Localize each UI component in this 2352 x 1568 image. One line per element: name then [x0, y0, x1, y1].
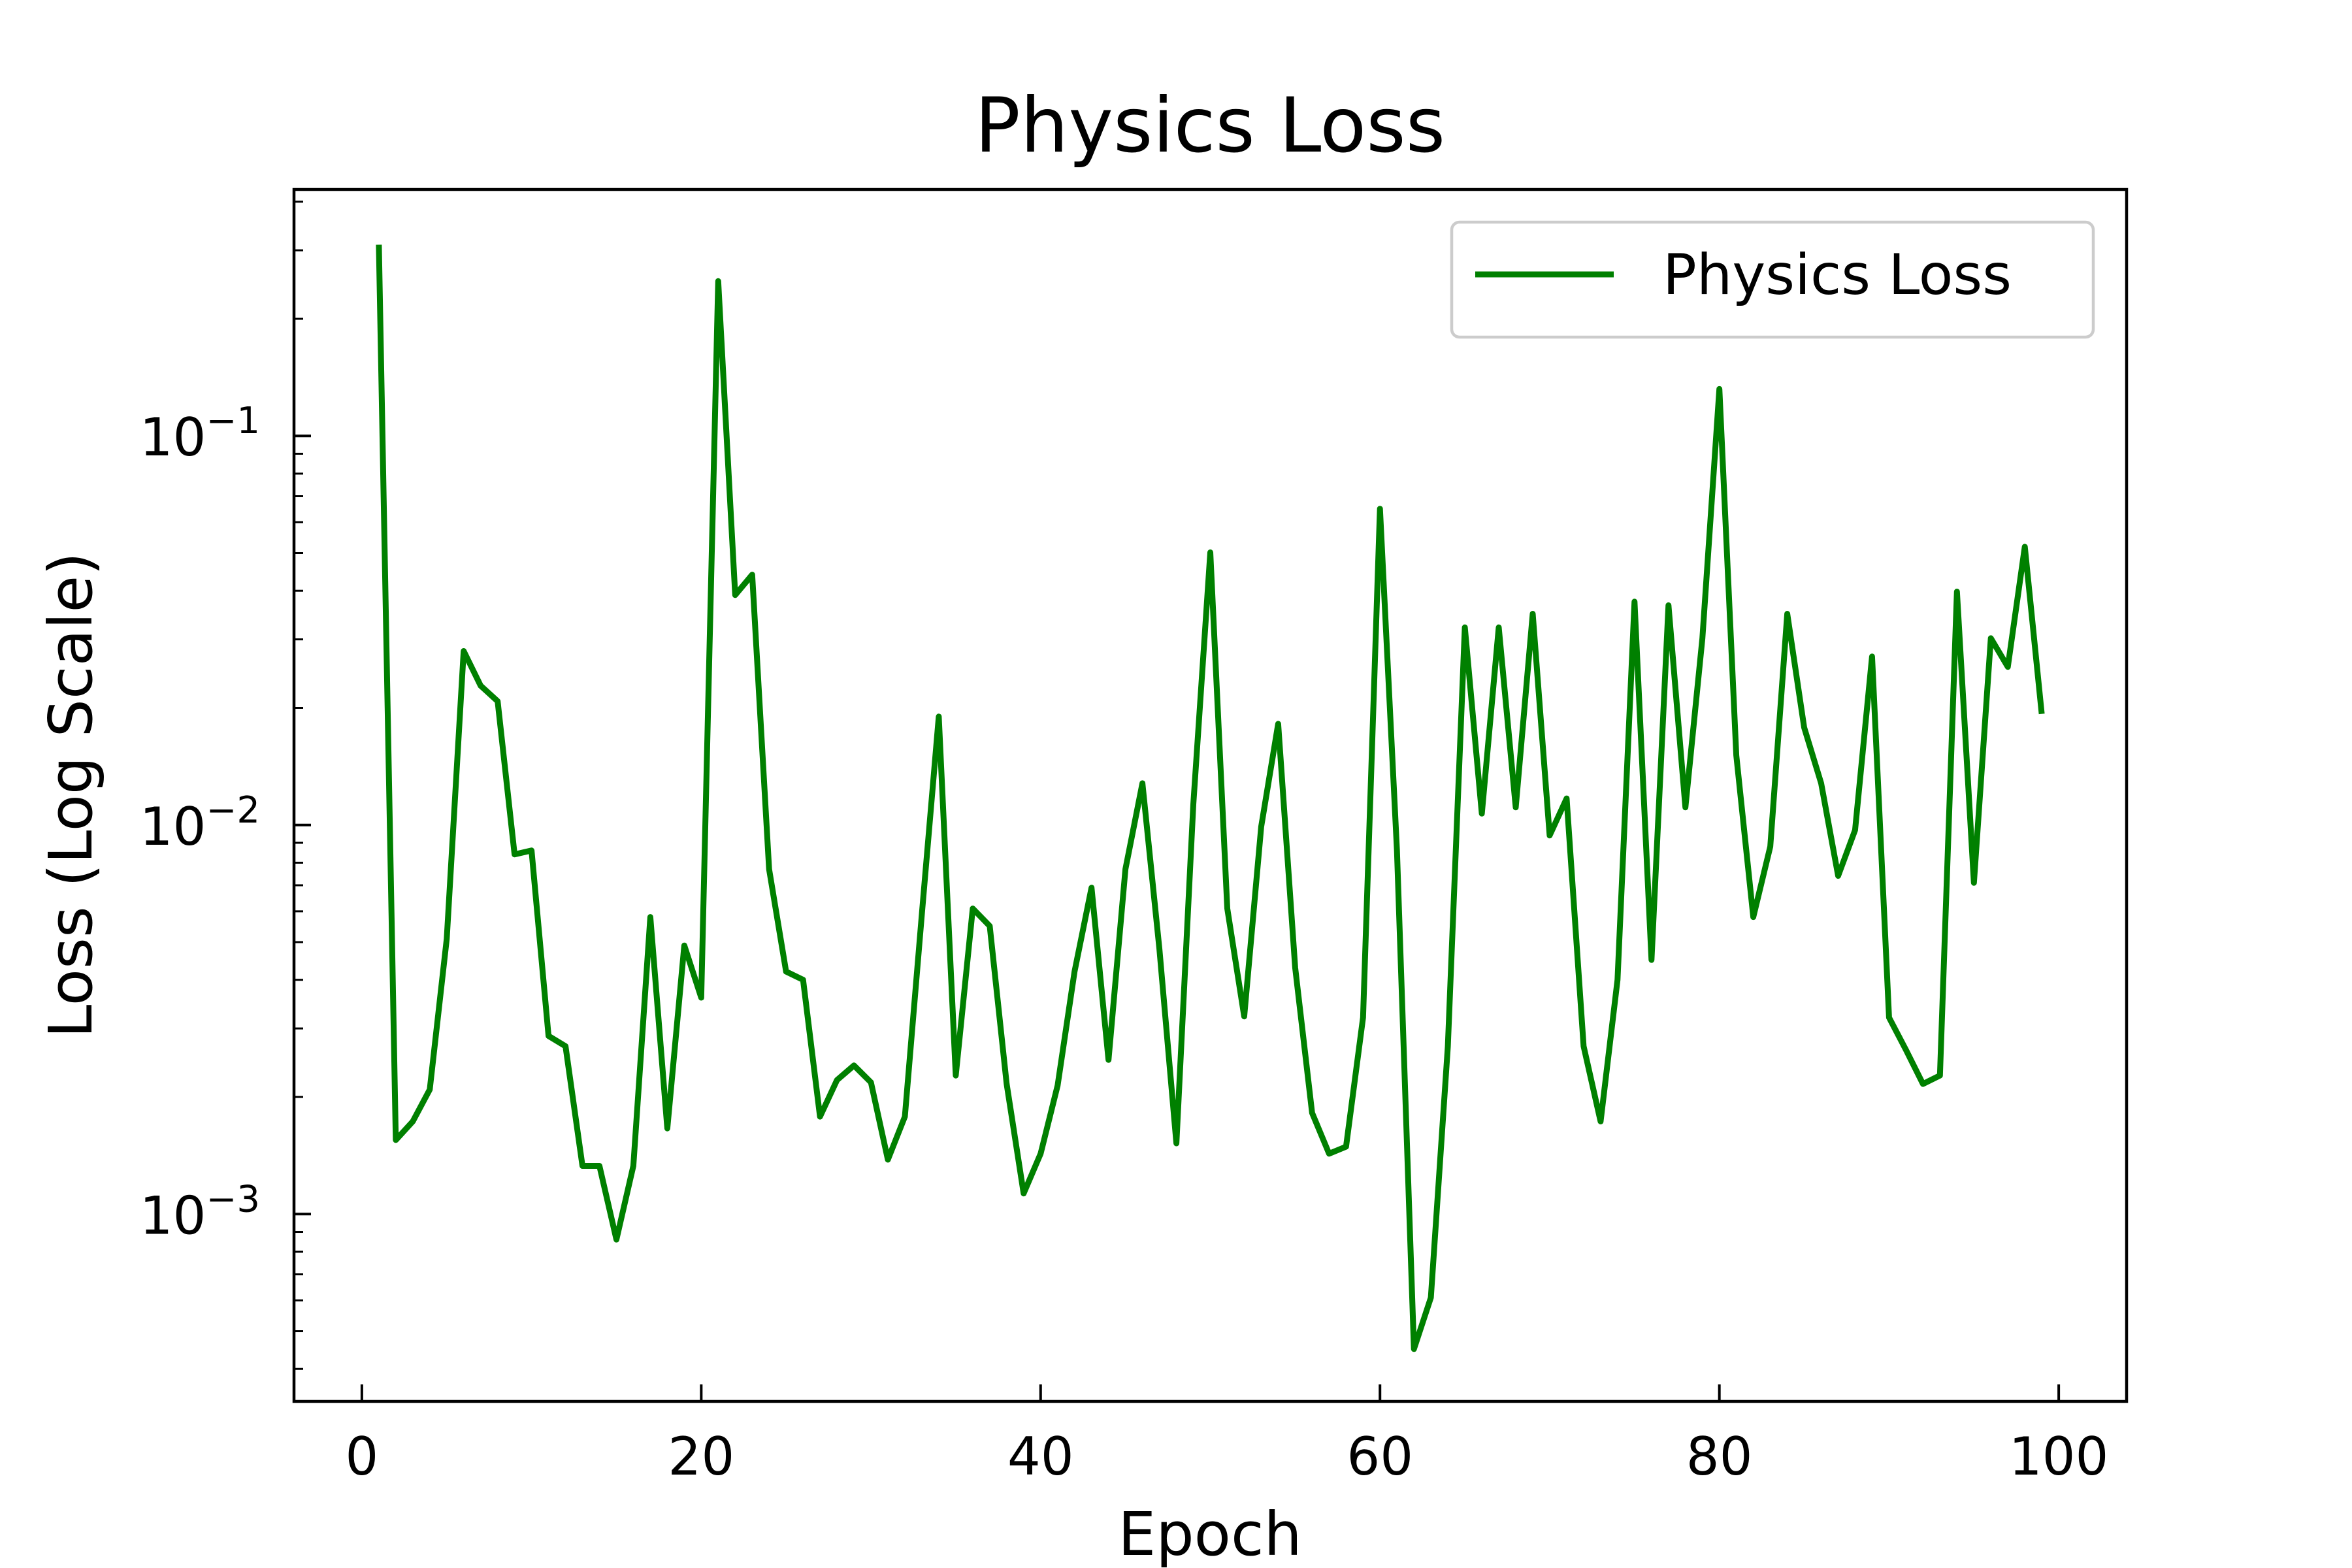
y-tick-label: 10−2: [140, 789, 260, 857]
chart-title: Physics Loss: [975, 82, 1445, 170]
x-tick-label: 0: [345, 1426, 378, 1487]
x-tick-label: 20: [668, 1426, 734, 1487]
y-tick-label: 10−3: [140, 1178, 260, 1246]
x-axis-label: Epoch: [1118, 1499, 1302, 1568]
series-line-physics-loss: [376, 244, 2045, 1352]
plot-area: [294, 189, 2127, 1401]
legend: Physics Loss: [1450, 220, 2095, 339]
plot-frame: [292, 188, 2129, 1403]
x-tick-label: 40: [1007, 1426, 1074, 1487]
y-axis-label: Loss (Log Scale): [36, 552, 106, 1038]
legend-box: [1450, 220, 2095, 339]
x-tick-label: 100: [2009, 1426, 2109, 1487]
y-tick-label: 10−1: [140, 400, 260, 468]
y-axis: 10−3 10−2 10−1: [140, 201, 311, 1370]
x-tick-label: 60: [1347, 1426, 1413, 1487]
x-tick-label: 80: [1686, 1426, 1753, 1487]
legend-label: Physics Loss: [1663, 242, 2012, 308]
x-axis: 0 20 40 60 80 100: [345, 1384, 2108, 1487]
